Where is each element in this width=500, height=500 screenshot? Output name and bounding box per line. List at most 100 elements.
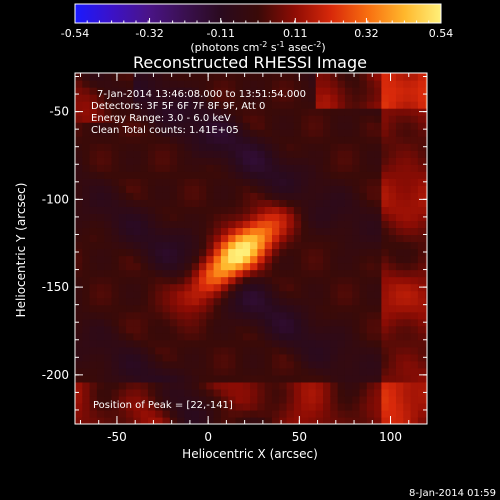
heatmap-pixel — [403, 269, 412, 278]
heatmap-pixel — [206, 395, 215, 404]
heatmap-pixel — [133, 416, 142, 424]
heatmap-pixel — [177, 101, 186, 109]
heatmap-pixel — [206, 290, 215, 299]
heatmap-pixel — [374, 108, 383, 116]
heatmap-pixel — [111, 80, 120, 88]
heatmap-pixel — [162, 409, 171, 418]
heatmap-pixel — [104, 129, 113, 137]
heatmap-pixel — [271, 122, 280, 130]
heatmap-pixel — [271, 178, 280, 186]
time-range-annotation: 7-Jan-2014 13:46:08.000 to 13:51:54.000 — [97, 89, 306, 100]
heatmap-pixel — [395, 360, 404, 369]
heatmap-pixel — [126, 108, 134, 116]
heatmap-pixel — [155, 353, 164, 362]
heatmap-pixel — [271, 108, 280, 116]
heatmap-pixel — [155, 276, 164, 285]
heatmap-pixel — [374, 262, 383, 271]
heatmap-pixel — [344, 381, 353, 390]
heatmap-pixel — [403, 283, 412, 292]
heatmap-pixel — [388, 374, 397, 383]
heatmap-pixel — [279, 248, 288, 257]
heatmap-pixel — [366, 108, 375, 116]
heatmap-pixel — [308, 416, 317, 424]
heatmap-pixel — [425, 220, 427, 229]
heatmap-pixel — [344, 108, 353, 116]
heatmap-pixel — [293, 94, 302, 102]
heatmap-pixel — [155, 311, 164, 320]
heatmap-pixel — [220, 115, 229, 123]
heatmap-pixel — [381, 150, 390, 158]
heatmap-pixel — [213, 206, 222, 214]
heatmap-pixel — [177, 367, 186, 376]
heatmap-pixel — [199, 94, 207, 102]
heatmap-pixel — [301, 73, 310, 81]
heatmap-pixel — [301, 388, 310, 397]
x-tick-label: 100 — [379, 430, 402, 444]
heatmap-pixel — [344, 318, 353, 327]
heatmap-pixel — [293, 311, 302, 320]
heatmap-pixel — [184, 402, 193, 411]
heatmap-pixel — [184, 353, 193, 362]
heatmap-pixel — [82, 360, 91, 369]
heatmap-pixel — [359, 108, 368, 116]
heatmap-pixel — [184, 115, 193, 123]
heatmap-pixel — [96, 304, 105, 313]
heatmap-pixel — [96, 395, 105, 404]
heatmap-pixel — [279, 164, 288, 172]
heatmap-pixel — [89, 283, 98, 292]
heatmap-pixel — [403, 402, 412, 411]
heatmap-pixel — [177, 150, 186, 158]
colorbar-tick-label: -0.54 — [61, 27, 89, 40]
heatmap-pixel — [133, 164, 142, 172]
heatmap-pixel — [417, 332, 426, 341]
heatmap-pixel — [323, 311, 331, 320]
heatmap-pixel — [388, 164, 397, 172]
heatmap-pixel — [308, 143, 317, 151]
heatmap-pixel — [301, 367, 310, 376]
heatmap-pixel — [308, 136, 317, 144]
heatmap-pixel — [213, 164, 222, 172]
heatmap-pixel — [169, 402, 178, 411]
heatmap-pixel — [184, 395, 193, 404]
heatmap-pixel — [228, 269, 237, 278]
heatmap-pixel — [395, 325, 404, 334]
heatmap-pixel — [250, 73, 258, 81]
heatmap-pixel — [169, 73, 178, 81]
heatmap-pixel — [388, 241, 397, 250]
heatmap-pixel — [395, 101, 404, 109]
heatmap-pixel — [352, 297, 361, 306]
heatmap-pixel — [257, 220, 266, 229]
heatmap-pixel — [344, 220, 353, 229]
heatmap-pixel — [235, 241, 244, 250]
heatmap-pixel — [286, 395, 295, 404]
heatmap-pixel — [228, 290, 237, 299]
heatmap-pixel — [220, 108, 229, 116]
heatmap-pixel — [111, 178, 120, 186]
heatmap-pixel — [82, 171, 91, 179]
heatmap-pixel — [155, 367, 164, 376]
heatmap-pixel — [111, 297, 120, 306]
heatmap-pixel — [374, 150, 383, 158]
heatmap-pixel — [220, 395, 229, 404]
heatmap-pixel — [220, 381, 229, 390]
heatmap-pixel — [330, 311, 339, 320]
heatmap-pixel — [344, 199, 353, 207]
heatmap-pixel — [89, 304, 98, 313]
heatmap-pixel — [286, 157, 295, 165]
heatmap-pixel — [184, 234, 193, 243]
heatmap-pixel — [220, 318, 229, 327]
heatmap-pixel — [323, 234, 331, 243]
heatmap-pixel — [155, 80, 164, 88]
heatmap-pixel — [344, 143, 353, 151]
heatmap-pixel — [301, 374, 310, 383]
colorbar: -0.54 -0.32 -0.11 0.11 0.32 0.54 (photons cm-… — [61, 3, 453, 54]
heatmap-pixel — [388, 157, 397, 165]
heatmap-pixel — [293, 192, 302, 200]
heatmap-pixel — [104, 325, 113, 334]
plot-frame — [74, 72, 428, 425]
heatmap-pixel — [344, 346, 353, 355]
heatmap-pixel — [133, 73, 142, 81]
heatmap-pixel — [111, 360, 120, 369]
heatmap-pixel — [388, 199, 397, 207]
heatmap-pixel — [330, 220, 339, 229]
